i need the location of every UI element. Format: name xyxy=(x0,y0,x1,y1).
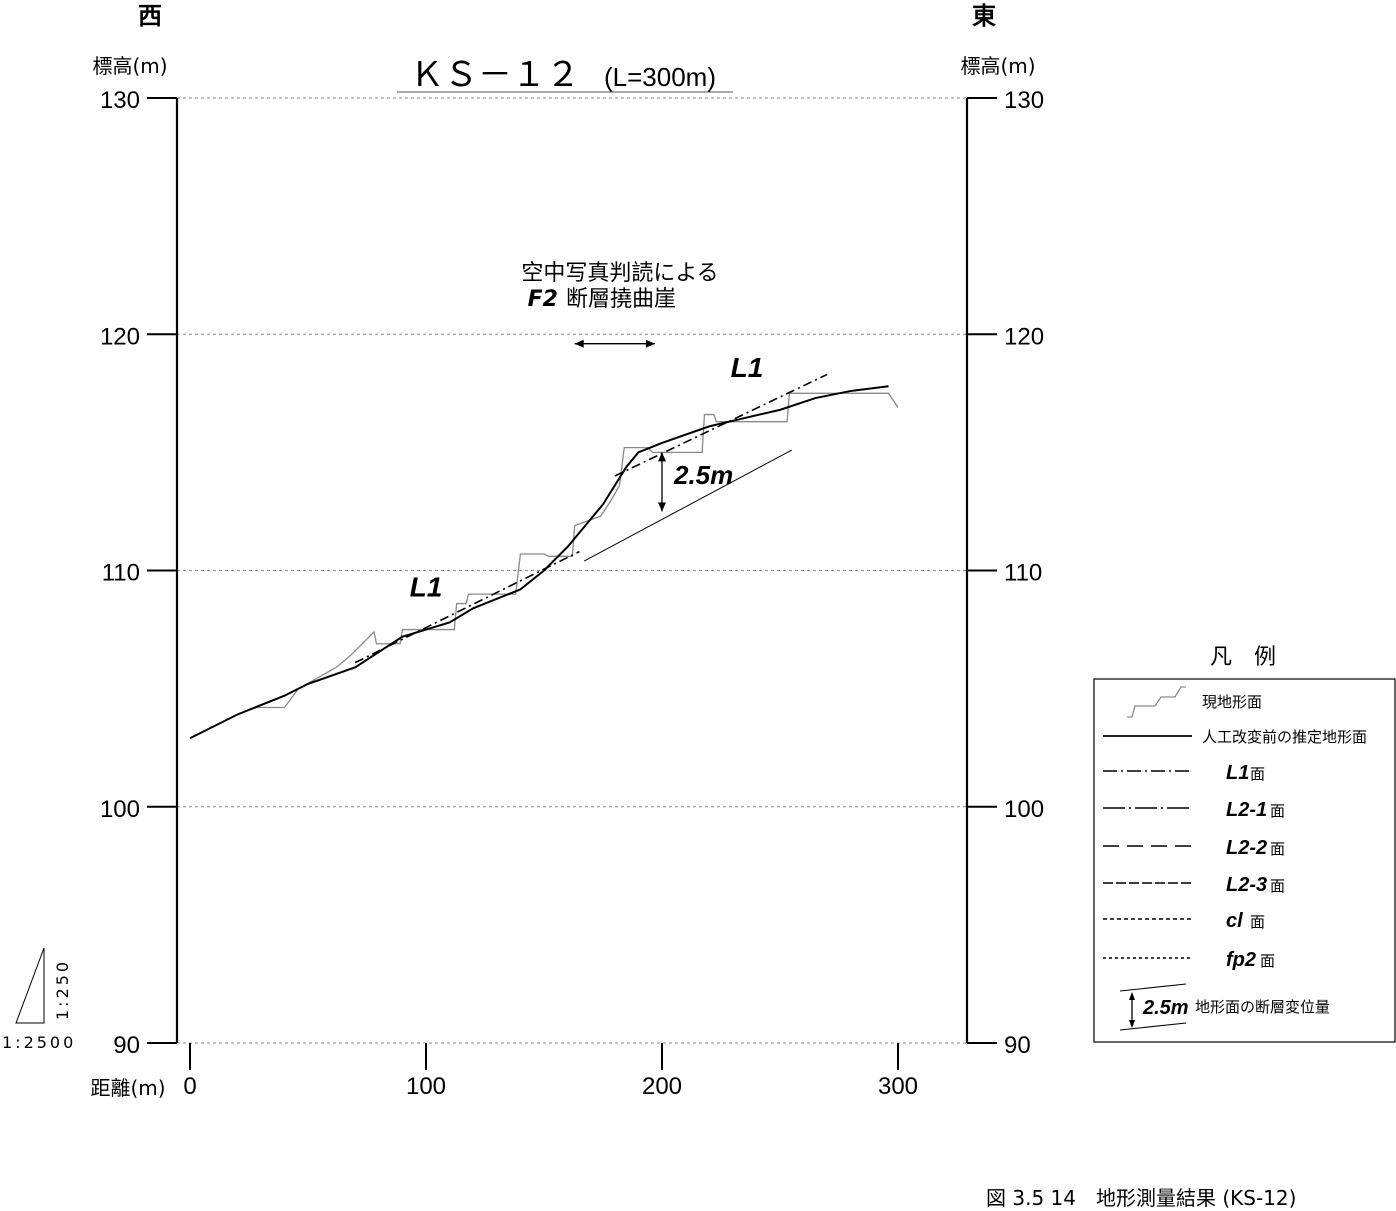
figure-caption: 図 3.5 14 地形測量結果 (KS-12) xyxy=(986,1186,1296,1210)
flexure-arrow-head-left xyxy=(574,339,584,348)
y-tick-label-right-110: 110 xyxy=(1004,560,1042,587)
y-tick-label-left-110: 110 xyxy=(102,560,140,587)
legend-label-7: 面 xyxy=(1260,952,1275,970)
grid-lines xyxy=(147,97,997,1044)
legend-label-5: 面 xyxy=(1270,877,1285,895)
y-tick-label-left-120: 120 xyxy=(100,323,140,350)
annotation-f2-label: F2 xyxy=(528,287,558,312)
scale-horizontal: 1:2500 xyxy=(2,1033,76,1052)
label-l1-lower: L1 xyxy=(410,571,443,602)
y-tick-label-left-90: 90 xyxy=(113,1032,140,1059)
series-l1-surface-0 xyxy=(354,550,580,664)
annotations-group: 空中写真判読による F2 断層撓曲崖 L1 L1 2.5m xyxy=(410,261,764,602)
x-tick-label-100: 100 xyxy=(406,1073,446,1100)
legend-label-1: 人工改変前の推定地形面 xyxy=(1202,728,1367,746)
legend-label-6: 面 xyxy=(1250,913,1265,931)
legend-italic-label-8: 2.5m xyxy=(1142,997,1189,1019)
y-ticks-left: 90 100 110 120 130 xyxy=(100,87,177,1059)
x-tick-label-0: 0 xyxy=(183,1073,196,1100)
x-tick-label-300: 300 xyxy=(878,1073,918,1100)
y-ticks-right: 90 100 110 120 130 xyxy=(967,87,1044,1059)
legend-swatch-0 xyxy=(1127,686,1186,718)
legend-box xyxy=(1093,678,1396,1043)
legend-label-8: 地形面の断層変位量 xyxy=(1195,998,1330,1016)
legend-italic-label-2: L1 xyxy=(1226,762,1249,784)
legend-italic-label-3: L2-1 xyxy=(1226,799,1267,821)
y-tick-label-right-100: 100 xyxy=(1004,796,1044,823)
legend-label-3: 面 xyxy=(1270,802,1285,820)
legend-label-4: 面 xyxy=(1270,840,1285,858)
y-axis-label-right: 標高(m) xyxy=(960,54,1035,78)
y-tick-label-left-130: 130 xyxy=(100,87,140,114)
series-group xyxy=(189,373,899,740)
scale-vertical: 1:250 xyxy=(53,959,72,1020)
y-tick-label-right-120: 120 xyxy=(1004,323,1044,350)
displacement-value-label: 2.5m xyxy=(673,460,733,490)
y-tick-label-right-130: 130 xyxy=(1004,87,1044,114)
scale-indicator: 1:250 1:2500 xyxy=(2,947,76,1052)
legend-italic-label-6: cl xyxy=(1226,910,1243,932)
legend-swatch-arrow-down-8 xyxy=(1129,1020,1135,1028)
series-pre-modification-terrain xyxy=(189,385,889,740)
flexure-arrow-head-right xyxy=(645,339,655,348)
x-ticks: 0 100 200 300 xyxy=(183,1043,918,1100)
x-tick-label-200: 200 xyxy=(642,1073,682,1100)
legend-swatch-upper-8 xyxy=(1119,983,1187,992)
legend-label-2: 面 xyxy=(1250,765,1265,783)
direction-west-label: 西 xyxy=(138,2,162,30)
series-l1-surface-1 xyxy=(614,373,828,477)
annotation-flexure-scarp: 断層撓曲崖 xyxy=(566,287,676,312)
direction-east-label: 東 xyxy=(972,2,996,30)
label-l1-upper: L1 xyxy=(731,352,764,383)
legend-italic-label-4: L2-2 xyxy=(1226,837,1267,859)
legend-italic-label-7: fp2 xyxy=(1226,949,1256,971)
x-axis-label: 距離(m) xyxy=(90,1076,165,1100)
displacement-arrow-head-down xyxy=(658,502,666,512)
annotation-aerial-photo: 空中写真判読による xyxy=(521,261,718,286)
y-tick-label-right-90: 90 xyxy=(1004,1032,1031,1059)
scale-triangle xyxy=(15,947,45,1024)
y-axis-label-left: 標高(m) xyxy=(92,54,167,78)
legend-swatch-lower-8 xyxy=(1119,1022,1187,1031)
chart-title: ＫＳ－１２ xyxy=(410,55,580,95)
series-displacement-reference xyxy=(583,449,793,562)
series-current-terrain xyxy=(256,392,899,709)
y-tick-label-left-100: 100 xyxy=(100,796,140,823)
legend-italic-label-5: L2-3 xyxy=(1226,874,1267,896)
legend-title: 凡 例 xyxy=(1210,645,1276,670)
displacement-arrow-head-up xyxy=(658,452,666,462)
legend-swatch-arrow-up-8 xyxy=(1129,992,1135,1000)
chart-subtitle: (L=300m) xyxy=(604,62,716,92)
legend-label-0: 現地形面 xyxy=(1202,693,1262,711)
